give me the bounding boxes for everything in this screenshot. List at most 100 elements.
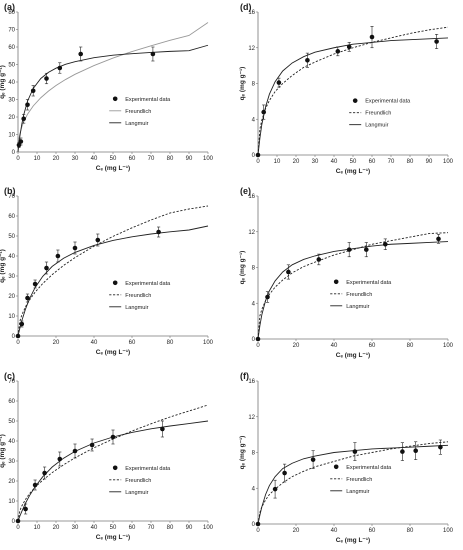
legend-label: Freundlich (125, 478, 151, 484)
data-point (438, 444, 443, 450)
y-tick-label: 0 (252, 153, 256, 159)
legend-label: Langmuir (346, 489, 369, 495)
chart-panel: (a) 0 10 20 30 40 50 60 70 80 90 100 0 10 20 30 40 50 60 70… (0, 2, 214, 172)
x-tick-label: 70 (148, 156, 155, 162)
y-tick-label: 0 (252, 337, 256, 343)
x-tick-label: 80 (167, 340, 174, 346)
x-tick-label: 100 (443, 343, 454, 349)
data-point (400, 449, 405, 454)
panel-label: (e) (240, 186, 251, 196)
data-point (261, 109, 267, 115)
x-tick-label: 90 (186, 156, 193, 162)
chart-panel: (b) 0 20 40 60 80 100 0 10 20 30 40 50 60 70 Cₑ (mg L⁻¹… (0, 186, 214, 356)
legend-label: Experimental data (346, 280, 392, 286)
x-tick-label: 100 (443, 528, 454, 534)
data-point (78, 51, 83, 57)
data-point (72, 448, 78, 454)
panel-label: (f) (240, 371, 249, 381)
freundlich-curve (257, 441, 449, 525)
freundlich-curve (17, 205, 209, 337)
data-point (346, 247, 352, 252)
x-tick-label: 40 (331, 528, 338, 534)
y-tick-label: 70 (8, 379, 15, 385)
legend-label: Freundlich (125, 293, 151, 299)
y-tick-label: 0 (12, 334, 16, 340)
data-point (32, 482, 38, 488)
x-tick-label: 0 (256, 159, 260, 165)
x-tick-label: 50 (110, 525, 117, 531)
freundlich-curve (17, 404, 209, 522)
data-point (25, 102, 30, 108)
x-axis-label: Cₑ (mg L⁻¹) (96, 349, 130, 356)
x-axis-label: Cₑ (mg L⁻¹) (336, 352, 370, 359)
data-point (72, 245, 78, 251)
langmuir-curve (17, 420, 209, 522)
y-axis-label: qₑ (mg g⁻¹) (0, 65, 6, 99)
data-point (413, 448, 419, 454)
y-tick-label: 80 (8, 10, 15, 16)
x-tick-label: 10 (34, 156, 41, 162)
y-tick-label: 12 (248, 46, 255, 52)
x-tick-label: 0 (16, 156, 20, 162)
legend: Experimental data Freundlich Langmuir (330, 464, 392, 495)
y-tick-label: 70 (8, 28, 15, 34)
y-tick-label: 60 (8, 399, 15, 405)
legend-label: Freundlich (365, 111, 391, 117)
data-point (272, 486, 278, 492)
data-point (16, 142, 22, 148)
x-tick-label: 30 (72, 156, 79, 162)
langmuir-curve (257, 241, 449, 340)
y-tick-label: 4 (252, 117, 256, 123)
y-tick-label: 20 (8, 294, 15, 300)
legend-marker-experimental (333, 464, 339, 470)
x-tick-label: 60 (369, 528, 376, 534)
legend-label: Experimental data (346, 465, 392, 471)
y-tick-label: 50 (8, 419, 15, 425)
chart-panel: (c) 0 10 20 30 40 50 60 70 80 90 100 0 10 20 30 40 50 60 70… (0, 371, 214, 541)
y-tick-label: 50 (8, 234, 15, 240)
y-tick-label: 0 (12, 150, 16, 156)
data-point (57, 456, 63, 462)
data-point (32, 281, 38, 287)
x-axis-label: Cₑ (mg L⁻¹) (336, 537, 370, 544)
data-point (150, 51, 156, 57)
legend-label: Experimental data (365, 99, 411, 105)
freundlich-curve (257, 232, 449, 340)
langmuir-curve (17, 44, 209, 153)
data-point (55, 253, 61, 259)
x-tick-label: 40 (91, 340, 98, 346)
data-point (15, 333, 21, 339)
freundlich-curve (17, 22, 209, 153)
data-point (89, 442, 95, 448)
x-tick-label: 0 (16, 340, 20, 346)
x-tick-label: 60 (129, 525, 136, 531)
x-tick-label: 70 (148, 525, 155, 531)
x-tick-label: 50 (110, 156, 117, 162)
legend-label: Experimental data (125, 281, 171, 287)
data-point (25, 295, 30, 301)
y-axis-label: qₑ (mg g⁻¹) (0, 434, 6, 468)
y-tick-label: 12 (248, 415, 255, 421)
y-axis-label: qₑ (mg g⁻¹) (239, 436, 246, 470)
x-axis-label: Cₑ (mg L⁻¹) (336, 168, 370, 175)
legend-label: Freundlich (125, 109, 151, 115)
legend-marker-experimental (352, 98, 358, 103)
chart-panel: (d) 0 10 20 30 40 50 60 70 80 90 100 0 4 8 12 16 Cₑ (mg L… (239, 2, 454, 175)
legend-label: Langmuir (365, 123, 388, 129)
data-point (160, 426, 165, 432)
x-tick-label: 60 (369, 343, 376, 349)
y-tick-label: 8 (252, 451, 256, 457)
y-axis-label: qₑ (mg g⁻¹) (0, 249, 6, 283)
x-tick-label: 10 (274, 159, 281, 165)
data-point (15, 518, 21, 524)
data-point (30, 88, 36, 94)
x-axis-label: Cₑ (mg L⁻¹) (96, 534, 130, 541)
x-tick-label: 100 (203, 340, 214, 346)
y-tick-label: 60 (8, 45, 15, 51)
data-point (364, 247, 369, 252)
x-axis-label: Cₑ (mg L⁻¹) (96, 165, 130, 172)
y-tick-label: 20 (8, 479, 15, 485)
y-tick-label: 10 (8, 133, 15, 139)
data-point (352, 449, 358, 454)
chart-panel: (e) 0 20 40 60 80 100 0 4 8 12 16 Cₑ (mg L⁻¹) qₑ (mg … (239, 186, 454, 359)
